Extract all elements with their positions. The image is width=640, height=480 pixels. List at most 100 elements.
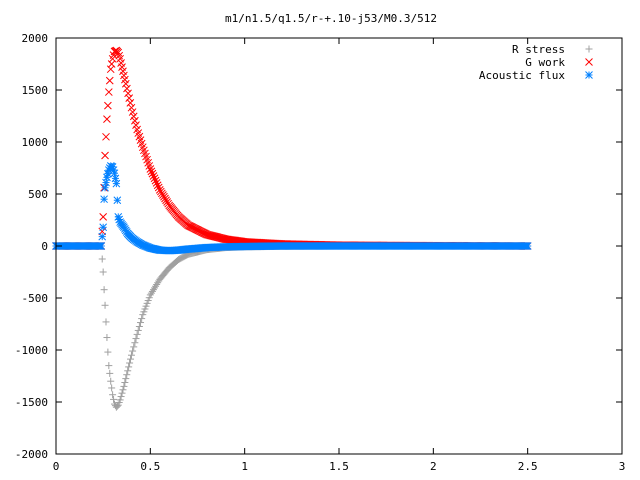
y-tick-label: 0 [41, 240, 48, 253]
data-point [103, 115, 111, 123]
data-point [152, 179, 161, 187]
data-point [154, 183, 163, 192]
x-tick-label: 1 [241, 460, 248, 473]
data-point [102, 178, 110, 187]
data-point [109, 391, 117, 399]
data-point [112, 179, 121, 188]
data-point [102, 132, 110, 141]
data-point [110, 395, 118, 403]
data-point [124, 367, 132, 375]
data-point [153, 181, 162, 190]
legend-label: Acoustic flux [479, 69, 565, 82]
data-point [107, 377, 115, 385]
y-tick-label: 500 [28, 188, 48, 201]
data-point [105, 362, 113, 370]
legend-marker [585, 45, 593, 53]
data-point [133, 330, 141, 338]
data-point [151, 176, 160, 185]
y-tick-label: -1000 [15, 344, 48, 357]
data-point [118, 389, 126, 397]
data-point [127, 103, 136, 112]
data-point [100, 286, 108, 294]
x-tick-label: 2.5 [518, 460, 538, 473]
y-tick-label: 1000 [22, 136, 49, 149]
legend-marker [585, 71, 593, 79]
data-point [131, 339, 139, 347]
legend-marker [585, 58, 593, 66]
data-point [129, 112, 138, 121]
data-point [131, 116, 139, 125]
data-point [127, 355, 135, 363]
y-tick-label: -2000 [15, 448, 48, 461]
y-tick-label: -1500 [15, 396, 48, 409]
data-point [105, 76, 114, 85]
data-point [101, 301, 109, 309]
data-point [98, 232, 107, 241]
data-point [138, 315, 146, 323]
data-point [97, 242, 106, 250]
data-point [98, 255, 106, 263]
legend-label: R stress [512, 43, 565, 56]
x-tick-label: 3 [619, 460, 626, 473]
data-point [132, 121, 140, 130]
data-point [124, 89, 132, 98]
data-point [147, 167, 156, 176]
y-tick-label: -500 [22, 292, 49, 305]
data-point [129, 347, 137, 355]
data-point [134, 326, 142, 334]
data-point [104, 348, 112, 356]
data-point [104, 101, 112, 110]
data-point [104, 88, 113, 96]
x-tick-label: 0 [53, 460, 60, 473]
data-point [120, 382, 128, 390]
data-point [108, 384, 116, 392]
chart-title: m1/n1.5/q1.5/r-+.10-j53/M0.3/512 [225, 12, 437, 25]
data-point [128, 108, 137, 116]
data-point [146, 165, 155, 173]
axes-layer: 0 0.5 1 1.5 2 2.5 3 -2000 -1500 -1000 -500 0 500 1000… [15, 32, 625, 473]
data-point [126, 359, 134, 367]
data-point [125, 363, 133, 371]
data-point [150, 174, 159, 183]
data-point [119, 386, 127, 394]
data-point [149, 172, 158, 180]
data-point [123, 371, 131, 379]
data-point [99, 213, 108, 221]
data-point [132, 335, 140, 343]
data-point [116, 396, 124, 404]
data-point [106, 369, 114, 377]
data-point [126, 99, 135, 107]
data-point [130, 343, 138, 351]
data-point [122, 375, 130, 383]
data-point [102, 318, 110, 326]
data-point [121, 379, 129, 386]
data-point [123, 84, 131, 93]
data-point [100, 195, 108, 204]
data-point [113, 402, 121, 410]
series-layer [52, 46, 532, 411]
data-point [121, 79, 130, 88]
data-point [135, 322, 143, 330]
data-point [127, 351, 135, 359]
data-point [125, 94, 134, 102]
data-point [113, 196, 122, 205]
x-tick-label: 0.5 [140, 460, 160, 473]
x-tick-label: 1.5 [329, 460, 349, 473]
legend-label: G work [525, 56, 565, 69]
data-point [99, 223, 108, 232]
data-point [148, 169, 157, 178]
data-point [137, 319, 145, 327]
y-tick-label: 2000 [22, 32, 49, 45]
data-point [117, 393, 125, 401]
data-point [523, 242, 532, 250]
data-point [101, 151, 109, 160]
x-tick-label: 2 [430, 460, 437, 473]
series-acoustic-flux [52, 162, 532, 255]
data-point [99, 268, 107, 276]
data-point [103, 334, 111, 342]
y-tick-label: 1500 [22, 84, 49, 97]
